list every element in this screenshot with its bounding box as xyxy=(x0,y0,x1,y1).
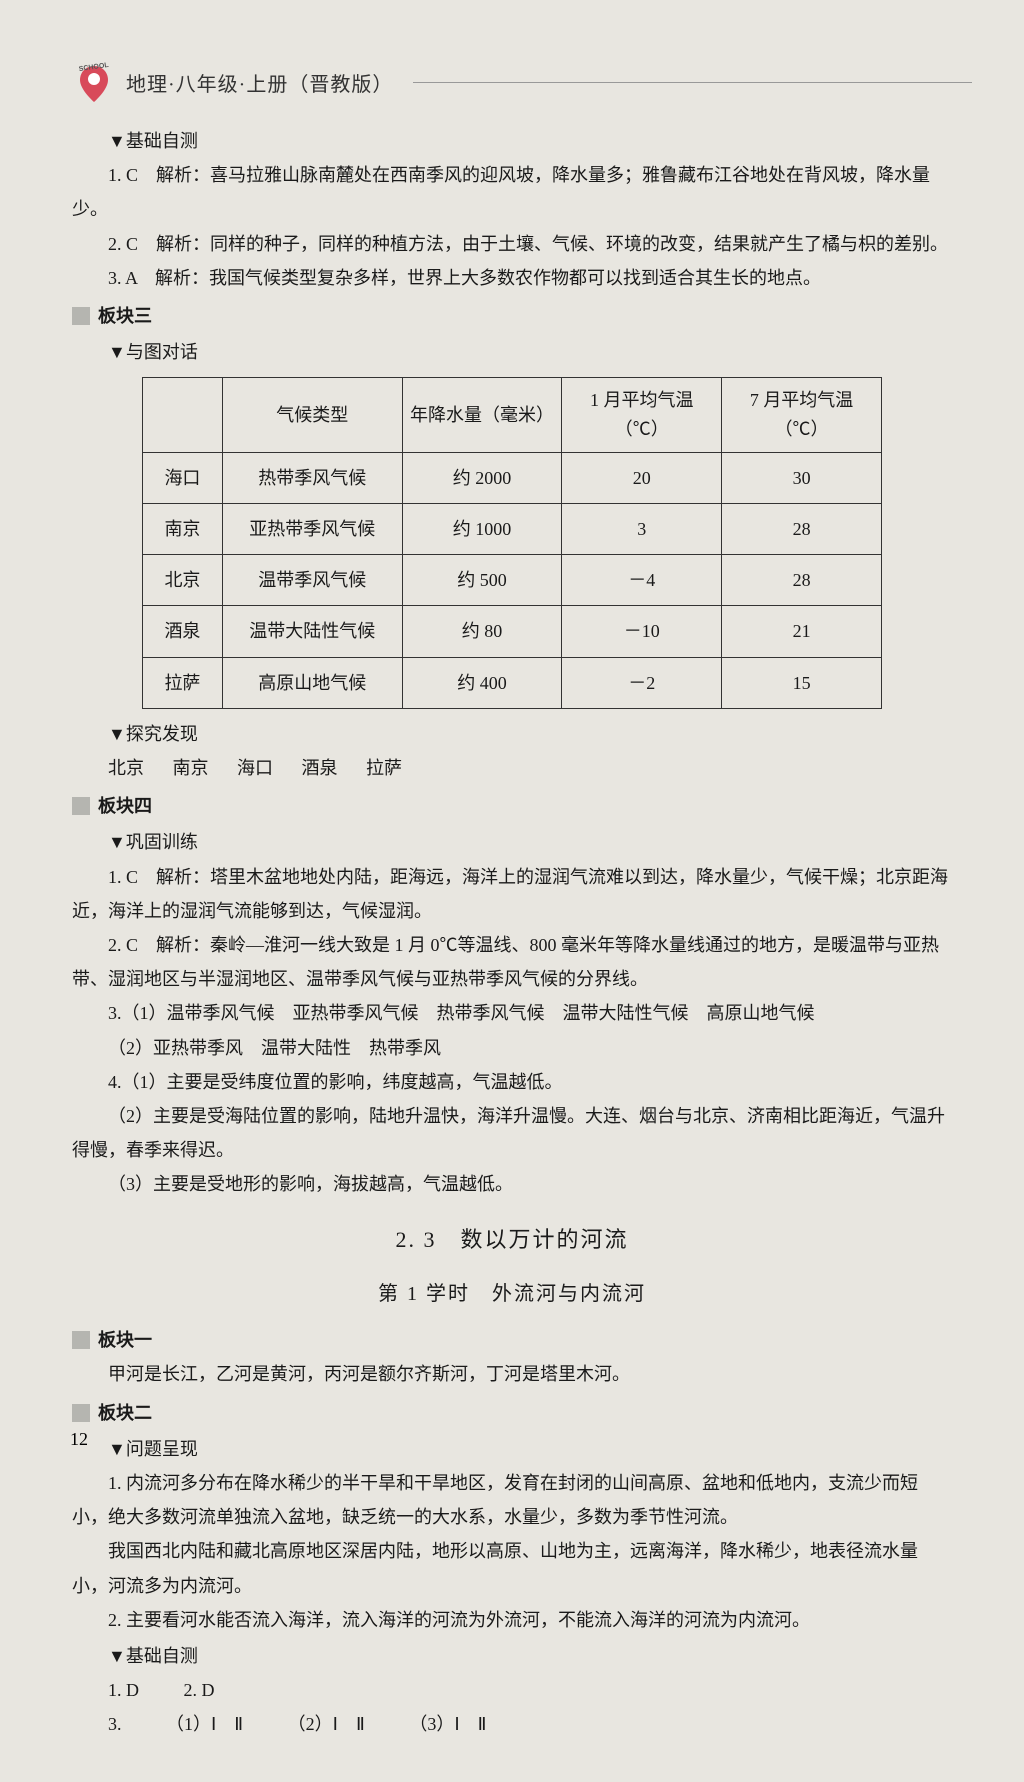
city-item: 北京 xyxy=(108,758,144,778)
city-item: 拉萨 xyxy=(366,758,402,778)
th-precip: 年降水量（毫米） xyxy=(402,378,562,453)
page-header: SCHOOL 地理·八年级·上册（晋教版） xyxy=(52,60,972,104)
jichu2-3-3: （3）Ⅰ Ⅱ xyxy=(409,1714,486,1734)
gonggu-3-1: 3.（1）温带季风气候 亚热带季风气候 热带季风气候 温带大陆性气候 高原山地气… xyxy=(72,996,952,1030)
th-jan: 1 月平均气温（℃） xyxy=(562,378,722,453)
cell-city: 北京 xyxy=(143,555,223,606)
section-2-3-subtitle: 第 1 学时 外流河与内流河 xyxy=(72,1275,952,1313)
content-body: ▼基础自测 1. C 解析：喜马拉雅山脉南麓处在西南季风的迎风坡，降水量多；雅鲁… xyxy=(52,124,972,1742)
wenti-1a: 1. 内流河多分布在降水稀少的半干旱和干旱地区，发育在封闭的山间高原、盆地和低地… xyxy=(72,1466,952,1534)
item-2: 2. C 解析：同样的种子，同样的种植方法，由于土壤、气候、环境的改变，结果就产… xyxy=(72,227,952,261)
bankuai1-text: 甲河是长江，乙河是黄河，丙河是额尔齐斯河，丁河是塔里木河。 xyxy=(72,1357,952,1391)
th-jul: 7 月平均气温（℃） xyxy=(722,378,882,453)
city-item: 酒泉 xyxy=(302,758,338,778)
cell-climate: 温带大陆性气候 xyxy=(222,606,402,657)
gonggu-3-2: （2）亚热带季风 温带大陆性 热带季风 xyxy=(72,1031,952,1065)
cell-jul: 30 xyxy=(722,452,882,503)
wenti-2: 2. 主要看河水能否流入海洋，流入海洋的河流为外流河，不能流入海洋的河流为内流河… xyxy=(72,1603,952,1637)
city-item: 南京 xyxy=(173,758,209,778)
gonggu-4-1: 4.（1）主要是受纬度位置的影响，纬度越高，气温越低。 xyxy=(72,1065,952,1099)
th-city xyxy=(143,378,223,453)
table-row: 北京 温带季风气候 约 500 －4 28 xyxy=(143,555,882,606)
cell-precip: 约 80 xyxy=(402,606,562,657)
table-row: 酒泉 温带大陆性气候 约 80 －10 21 xyxy=(143,606,882,657)
bankuai4-label: 板块四 xyxy=(98,789,152,823)
section-bankuai4: 板块四 xyxy=(72,789,952,823)
subheading-jichu: ▼基础自测 xyxy=(72,124,952,158)
wenti-1b: 我国西北内陆和藏北高原地区深居内陆，地形以高原、山地为主，远离海洋，降水稀少，地… xyxy=(72,1534,952,1602)
subheading-tanjiu: ▼探究发现 xyxy=(72,717,952,751)
th-climate: 气候类型 xyxy=(222,378,402,453)
gonggu-1: 1. C 解析：塔里木盆地地处内陆，距海远，海洋上的湿润气流难以到达，降水量少，… xyxy=(72,860,952,928)
cell-precip: 约 400 xyxy=(402,657,562,708)
square-icon xyxy=(72,307,90,325)
subheading-wenti: ▼问题呈现 xyxy=(72,1432,952,1466)
cell-jan: 3 xyxy=(562,504,722,555)
gonggu-4-3: （3）主要是受地形的影响，海拔越高，气温越低。 xyxy=(72,1167,952,1201)
jichu2-3-2: （2）Ⅰ Ⅱ xyxy=(288,1714,365,1734)
table-row: 拉萨 高原山地气候 约 400 －2 15 xyxy=(143,657,882,708)
cell-climate: 高原山地气候 xyxy=(222,657,402,708)
cell-jan: －4 xyxy=(562,555,722,606)
header-title: 地理·八年级·上册（晋教版） xyxy=(126,68,393,97)
gonggu-4-2: （2）主要是受海陆位置的影响，陆地升温快，海洋升温慢。大连、烟台与北京、济南相比… xyxy=(72,1099,952,1167)
cell-jan: －10 xyxy=(562,606,722,657)
cell-jul: 28 xyxy=(722,504,882,555)
school-logo-icon: SCHOOL xyxy=(72,60,116,104)
tanjiu-list: 北京 南京 海口 酒泉 拉萨 xyxy=(72,751,952,785)
item-3: 3. A 解析：我国气候类型复杂多样，世界上大多数农作物都可以找到适合其生长的地… xyxy=(72,261,952,295)
section-bankuai1: 板块一 xyxy=(72,1323,952,1357)
item-1: 1. C 解析：喜马拉雅山脉南麓处在西南季风的迎风坡，降水量多；雅鲁藏布江谷地处… xyxy=(72,158,952,226)
section-bankuai3: 板块三 xyxy=(72,299,952,333)
cell-jul: 28 xyxy=(722,555,882,606)
cell-jul: 21 xyxy=(722,606,882,657)
section-bankuai2: 板块二 xyxy=(72,1396,952,1430)
cell-city: 酒泉 xyxy=(143,606,223,657)
square-icon xyxy=(72,1404,90,1422)
jichu2-1: 1. D xyxy=(108,1680,139,1700)
square-icon xyxy=(72,797,90,815)
bankuai1-label: 板块一 xyxy=(98,1323,152,1357)
cell-climate: 温带季风气候 xyxy=(222,555,402,606)
header-rule xyxy=(413,82,972,83)
subheading-jichu2: ▼基础自测 xyxy=(72,1639,952,1673)
city-item: 海口 xyxy=(237,758,273,778)
climate-table: 气候类型 年降水量（毫米） 1 月平均气温（℃） 7 月平均气温（℃） 海口 热… xyxy=(142,377,882,709)
cell-city: 南京 xyxy=(143,504,223,555)
page-number: 12 xyxy=(70,1429,88,1450)
cell-precip: 约 500 xyxy=(402,555,562,606)
jichu2-3-1: （1）Ⅰ Ⅱ xyxy=(166,1714,243,1734)
square-icon xyxy=(72,1331,90,1349)
bankuai3-label: 板块三 xyxy=(98,299,152,333)
gonggu-2: 2. C 解析：秦岭—淮河一线大致是 1 月 0℃等温线、800 毫米年等降水量… xyxy=(72,928,952,996)
cell-jul: 15 xyxy=(722,657,882,708)
cell-precip: 约 1000 xyxy=(402,504,562,555)
cell-jan: －2 xyxy=(562,657,722,708)
bankuai2-label: 板块二 xyxy=(98,1396,152,1430)
cell-jan: 20 xyxy=(562,452,722,503)
cell-climate: 热带季风气候 xyxy=(222,452,402,503)
cell-precip: 约 2000 xyxy=(402,452,562,503)
jichu2-3-label: 3. xyxy=(108,1714,122,1734)
jichu2-2: 2. D xyxy=(184,1680,215,1700)
section-2-3-title: 2. 3 数以万计的河流 xyxy=(72,1219,952,1261)
subheading-gonggu: ▼巩固训练 xyxy=(72,825,952,859)
subheading-yutu: ▼与图对话 xyxy=(72,335,952,369)
table-row: 南京 亚热带季风气候 约 1000 3 28 xyxy=(143,504,882,555)
cell-city: 海口 xyxy=(143,452,223,503)
cell-climate: 亚热带季风气候 xyxy=(222,504,402,555)
jichu2-line1: 1. D 2. D xyxy=(72,1673,952,1707)
cell-city: 拉萨 xyxy=(143,657,223,708)
jichu2-line2: 3. （1）Ⅰ Ⅱ （2）Ⅰ Ⅱ （3）Ⅰ Ⅱ xyxy=(72,1707,952,1741)
table-row: 海口 热带季风气候 约 2000 20 30 xyxy=(143,452,882,503)
